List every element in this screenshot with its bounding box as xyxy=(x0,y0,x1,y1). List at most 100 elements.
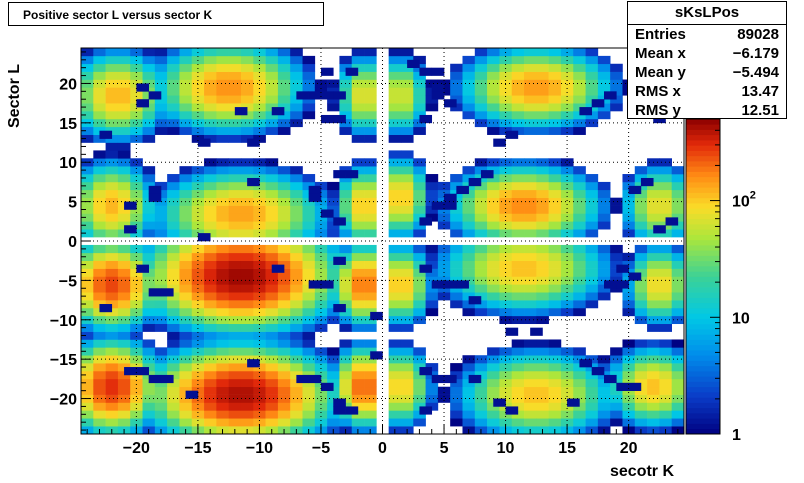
heatmap-cell xyxy=(148,288,162,297)
heatmap-cell xyxy=(204,292,217,301)
heatmap-cell xyxy=(204,252,217,261)
heatmap-cell xyxy=(179,221,193,230)
heatmap-cell xyxy=(388,158,402,167)
heatmap-cell xyxy=(487,260,500,269)
heatmap-cell xyxy=(130,71,143,80)
heatmap-cell xyxy=(524,55,537,65)
heatmap-cell xyxy=(364,111,377,120)
heatmap-cell xyxy=(659,244,672,254)
heatmap-cell xyxy=(487,87,500,96)
color-bar-segment xyxy=(686,392,720,398)
heatmap-cell xyxy=(179,229,193,238)
heatmap-cell xyxy=(105,174,119,183)
heatmap-cell xyxy=(339,323,353,332)
heatmap-cell xyxy=(302,300,316,309)
heatmap-cell xyxy=(487,229,500,238)
heatmap-cell xyxy=(388,174,402,183)
heatmap-cell xyxy=(204,370,217,380)
heatmap-cell xyxy=(320,67,334,76)
heatmap-cell xyxy=(548,386,562,395)
heatmap-cell xyxy=(167,205,180,214)
heatmap-cell xyxy=(499,111,513,120)
heatmap-cell xyxy=(314,323,328,332)
heatmap-cell xyxy=(622,370,636,380)
heatmap-cell xyxy=(142,402,156,411)
heatmap-cell xyxy=(333,91,346,100)
heatmap-cell xyxy=(179,126,193,135)
heatmap-cell xyxy=(277,323,291,332)
color-bar-segment xyxy=(686,402,720,409)
heatmap-cell xyxy=(253,213,266,222)
heatmap-cell xyxy=(536,229,549,238)
heatmap-cell xyxy=(388,378,402,388)
heatmap-cell xyxy=(511,363,525,372)
heatmap-cell xyxy=(659,370,672,380)
heatmap-cell xyxy=(240,95,254,104)
color-bar-segment xyxy=(686,428,720,435)
heatmap-cell xyxy=(339,339,353,348)
heatmap-cell xyxy=(647,363,660,372)
heatmap-cell xyxy=(265,410,279,419)
heatmap-cell xyxy=(413,315,426,325)
heatmap-cell xyxy=(93,229,106,238)
heatmap-cell xyxy=(93,118,106,128)
heatmap-cell xyxy=(117,355,131,364)
heatmap-cell xyxy=(320,91,334,100)
heatmap-cell xyxy=(142,386,156,395)
heatmap-cell xyxy=(524,292,537,301)
heatmap-cell xyxy=(240,205,254,214)
heatmap-cell xyxy=(290,71,303,80)
heatmap-cell xyxy=(388,410,402,419)
heatmap-cell xyxy=(179,300,193,309)
heatmap-cell xyxy=(105,268,119,277)
heatmap-cell xyxy=(573,386,586,395)
heatmap-cell xyxy=(290,48,303,57)
heatmap-cell xyxy=(659,323,672,332)
heatmap-cell xyxy=(487,418,500,427)
heatmap-cell xyxy=(597,260,611,269)
heatmap-cell xyxy=(548,48,562,57)
x-tick-label: −5 xyxy=(312,440,330,457)
heatmap-cell xyxy=(536,95,549,104)
heatmap-cell xyxy=(308,374,322,384)
heatmap-cell xyxy=(290,402,303,411)
heatmap-cell xyxy=(290,276,303,285)
color-bar-segment xyxy=(686,187,720,193)
heatmap-cell xyxy=(240,386,254,395)
heatmap-cell xyxy=(142,229,156,238)
heatmap-cell xyxy=(265,79,279,88)
heatmap-cell xyxy=(536,103,549,112)
heatmap-cell xyxy=(487,63,500,72)
heatmap-cell xyxy=(364,48,377,57)
heatmap-cell xyxy=(351,268,365,277)
heatmap-cell xyxy=(388,189,402,198)
heatmap-cell xyxy=(265,284,279,293)
heatmap-cell xyxy=(560,221,574,230)
heatmap-cell xyxy=(647,213,660,222)
heatmap-cell xyxy=(597,205,611,214)
heatmap-cell xyxy=(130,158,143,167)
heatmap-cell xyxy=(524,213,537,222)
heatmap-cell xyxy=(585,229,599,238)
heatmap-cell xyxy=(290,292,303,301)
heatmap-cell xyxy=(240,315,254,325)
heatmap-cell xyxy=(265,126,279,135)
heatmap-cell xyxy=(93,63,106,72)
heatmap-cell xyxy=(548,103,562,112)
heatmap-cell xyxy=(462,363,476,372)
heatmap-cell xyxy=(240,48,254,57)
heatmap-cell xyxy=(511,166,525,175)
heatmap-cell xyxy=(216,229,229,238)
heatmap-cell xyxy=(474,418,488,427)
heatmap-cell xyxy=(265,87,279,96)
heatmap-cell xyxy=(647,402,660,411)
heatmap-cell xyxy=(364,284,377,293)
heatmap-cell xyxy=(142,276,156,285)
heatmap-cell xyxy=(142,347,156,356)
color-bar-segment xyxy=(686,297,720,304)
heatmap-cell xyxy=(105,197,119,206)
heatmap-cell xyxy=(450,386,463,395)
heatmap-cell xyxy=(302,55,316,65)
heatmap-cell xyxy=(179,331,193,340)
heatmap-cell xyxy=(339,103,353,112)
